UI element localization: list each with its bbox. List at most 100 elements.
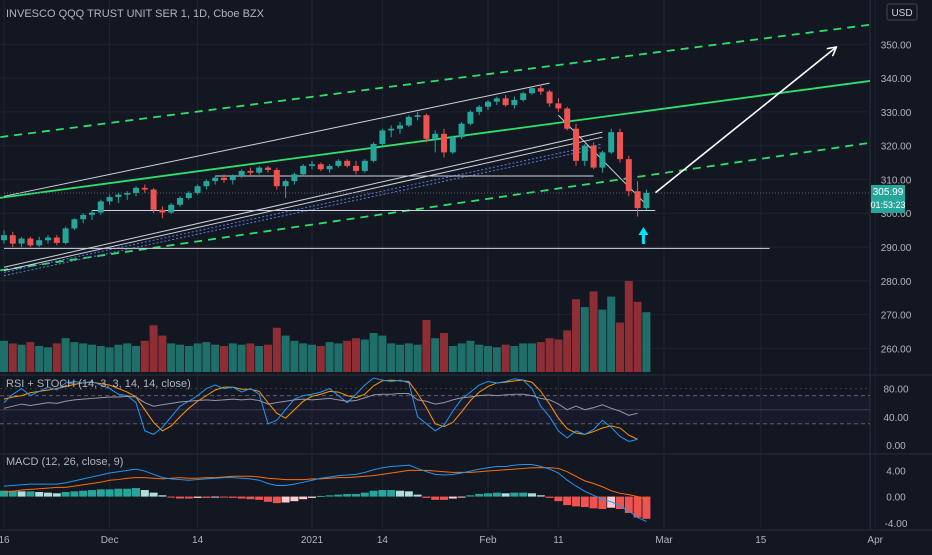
macd-histogram-bar	[8, 490, 17, 497]
volume-bar	[519, 343, 528, 372]
time-axis[interactable]: 16 Dec 14 2021 14 Feb 11 Mar 15 Apr	[0, 535, 884, 546]
volume-bar	[26, 342, 35, 372]
macd-histogram-bar	[440, 496, 448, 500]
volume-bar	[343, 340, 352, 372]
macd-histogram-bar	[334, 494, 343, 497]
candle-body	[71, 219, 78, 229]
rsi-title[interactable]: RSI + STOCH (14, 3, 3, 14, 14, close)	[6, 378, 191, 390]
volume-bar	[96, 346, 105, 372]
candle-body	[432, 133, 439, 139]
currency-button[interactable]: USD	[886, 3, 918, 21]
candle-body	[80, 214, 87, 220]
macd-histogram-bar	[0, 490, 8, 497]
candle-body	[625, 159, 632, 192]
candle-body	[150, 189, 157, 210]
volume-bar	[184, 346, 193, 372]
candle-body	[643, 192, 650, 209]
candle-body	[203, 181, 210, 187]
candle-body	[97, 201, 104, 213]
macd-histogram-bar	[554, 496, 563, 502]
time-tick-label: 11	[553, 535, 564, 546]
candle-body	[361, 160, 368, 171]
candle-body	[441, 133, 447, 153]
macd-histogram-bar	[61, 492, 70, 497]
volume-bar	[448, 346, 457, 372]
volume-bar	[264, 344, 272, 372]
macd-histogram-bar	[369, 490, 378, 497]
macd-histogram-bar	[360, 492, 369, 497]
macd-title[interactable]: MACD (12, 26, close, 9)	[6, 456, 123, 468]
candle-body	[529, 88, 535, 94]
macd-histogram-bar	[616, 496, 624, 510]
volume-bar	[378, 335, 387, 372]
stoch-k-line	[3, 377, 638, 442]
volume-bar	[475, 344, 484, 372]
time-tick-label: Mar	[655, 535, 673, 546]
candle-body	[476, 106, 483, 112]
macd-histogram-bar	[352, 493, 360, 497]
candle-body	[485, 101, 491, 107]
macd-line	[3, 464, 647, 522]
macd-histogram-bar	[88, 490, 96, 497]
macd-histogram-bar	[316, 495, 325, 497]
candle-body	[617, 132, 623, 160]
candle-body	[1, 235, 7, 241]
macd-histogram-bar	[264, 496, 272, 502]
candle-body	[405, 116, 412, 126]
macd-histogram-bar	[149, 492, 158, 497]
up-arrow-icon	[638, 227, 649, 244]
price-tick-label: 340.00	[881, 74, 912, 85]
macd-pane	[0, 464, 651, 522]
macd-histogram-bar	[396, 490, 404, 497]
candle-body	[564, 108, 571, 129]
volume-bar	[624, 281, 633, 372]
volume-bar	[246, 343, 255, 372]
macd-histogram-bar	[501, 493, 510, 497]
volume-bar	[396, 344, 404, 372]
volume-bar	[167, 343, 176, 372]
time-tick-label: Apr	[867, 535, 883, 546]
candle-body	[599, 152, 606, 168]
trend-channel-upper	[0, 23, 871, 139]
candle-body	[379, 130, 386, 144]
candle-body	[27, 238, 34, 246]
time-tick-label: Feb	[479, 535, 497, 546]
candle-body	[89, 212, 95, 215]
candle-body	[18, 238, 25, 244]
candle-body	[493, 98, 500, 102]
volume-bar	[61, 338, 70, 372]
macd-histogram-bar	[589, 496, 598, 509]
volume-bar	[70, 342, 79, 372]
volume-bar	[431, 338, 440, 372]
macd-histogram-bar	[325, 495, 334, 497]
candle-body	[9, 235, 16, 244]
volume-bar	[334, 343, 343, 372]
candle-body	[317, 164, 324, 170]
macd-histogram-bar	[563, 496, 572, 506]
candle-body	[502, 98, 509, 106]
macd-histogram-bar	[255, 496, 264, 500]
volume-bar	[528, 343, 536, 372]
macd-histogram-bar	[422, 496, 431, 498]
candles	[1, 84, 650, 247]
candle-body	[212, 177, 219, 182]
volume-bar	[308, 344, 316, 372]
macd-histogram-bar	[70, 491, 79, 497]
volume-bar	[598, 309, 607, 372]
candle-body	[185, 192, 192, 198]
volume-bar	[607, 296, 616, 372]
macd-histogram-bar	[633, 496, 642, 518]
time-tick-label: 16	[0, 535, 10, 546]
volume-bar	[457, 343, 466, 372]
candle-body	[388, 128, 395, 131]
time-tick-label: 14	[192, 535, 204, 546]
candle-body	[159, 209, 166, 213]
candle-body	[256, 167, 263, 173]
rsi-tick-label: 40.00	[883, 413, 908, 424]
volume-bar	[466, 340, 475, 372]
volume-bar	[211, 344, 220, 372]
volume-bar	[501, 344, 510, 372]
candle-body	[335, 160, 342, 166]
candle-body	[573, 128, 579, 161]
